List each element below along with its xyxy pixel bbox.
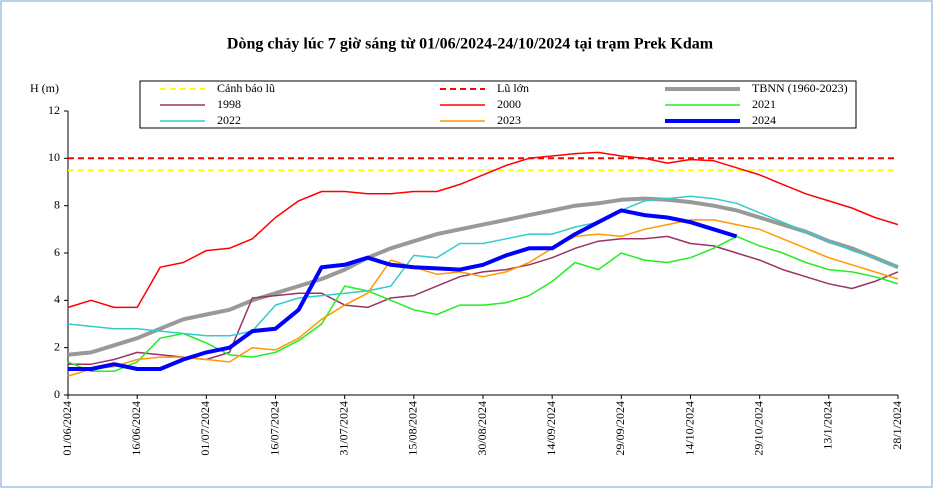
x-tick-label: 15/08/2024 [406, 401, 420, 456]
legend-label: 2023 [497, 113, 521, 127]
x-tick-label: 29/09/2024 [613, 401, 627, 456]
legend-label: 1998 [217, 97, 241, 111]
x-tick-label: 14/10/2024 [682, 401, 696, 456]
y-tick-label: 10 [48, 150, 60, 164]
series-line [67, 235, 899, 373]
y-tick-label: 8 [54, 197, 60, 211]
x-tick-label: 29/10/2024 [751, 401, 765, 456]
y-tick-label: 12 [48, 103, 60, 117]
legend-label: Lũ lớn [497, 81, 529, 95]
chart-title: Dòng chảy lúc 7 giờ sáng từ 01/06/2024-2… [227, 36, 714, 53]
series-line [68, 208, 738, 371]
y-tick-label: 6 [54, 245, 60, 259]
series-line [67, 151, 899, 309]
legend-label: Cảnh báo lũ [217, 81, 275, 95]
legend-label: 2021 [752, 97, 776, 111]
x-tick-label: 01/06/2024 [60, 401, 74, 456]
x-tick-label: 16/06/2024 [129, 401, 143, 456]
x-tick-label: 31/07/2024 [336, 401, 350, 456]
x-tick-label: 01/07/2024 [198, 401, 212, 456]
legend-label: 2000 [497, 97, 521, 111]
x-tick-label: 28/1/2024 [890, 401, 904, 450]
series-line [67, 196, 899, 357]
legend-label: TBNN (1960-2023) [752, 81, 848, 95]
x-tick-label: 14/09/2024 [544, 401, 558, 456]
x-tick-label: 16/07/2024 [267, 401, 281, 456]
y-tick-label: 0 [54, 387, 60, 401]
series-line [67, 195, 899, 337]
legend-label: 2022 [217, 113, 241, 127]
y-tick-label: 2 [54, 339, 60, 353]
y-axis-label: H (m) [30, 81, 59, 95]
y-tick-label: 4 [54, 292, 60, 306]
x-tick-label: 13/1/2024 [821, 401, 835, 450]
x-tick-label: 30/08/2024 [475, 401, 489, 456]
series-line [67, 219, 899, 377]
legend-label: 2024 [752, 113, 776, 127]
